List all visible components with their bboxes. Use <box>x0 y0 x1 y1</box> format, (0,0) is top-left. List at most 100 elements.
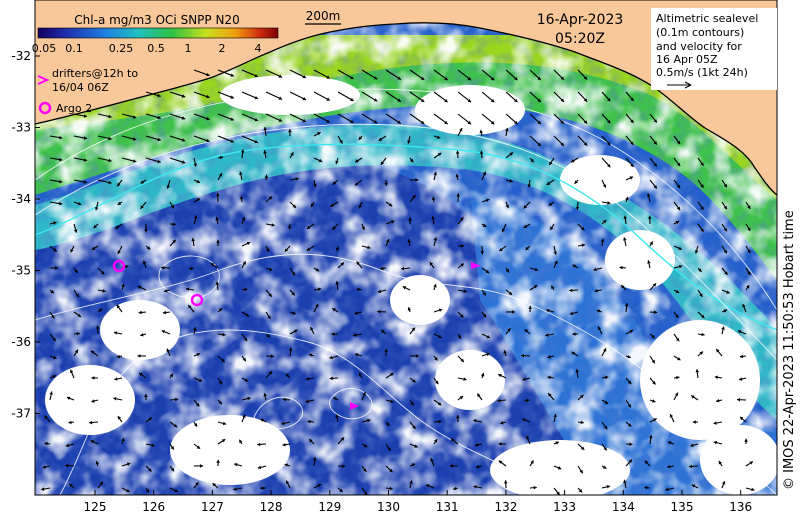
velocity-arrow-head <box>450 438 455 442</box>
colorbar-gradient <box>37 27 279 39</box>
velocity-arrow-head <box>218 380 223 385</box>
velocity-arrow-head <box>83 114 87 118</box>
velocity-arrow-head <box>560 98 564 102</box>
velocity-arrow-head <box>619 265 623 270</box>
velocity-arrow-head <box>186 287 190 291</box>
velocity-arrow-head <box>498 460 503 464</box>
velocity-arrow-head <box>555 441 559 445</box>
velocity-arrow-head <box>132 115 137 119</box>
velocity-arrow-head <box>83 136 87 140</box>
velocity-arrow-head <box>317 483 322 488</box>
velocity-arrow-head <box>737 330 742 334</box>
velocity-arrow-head <box>527 184 532 188</box>
velocity-arrow-head <box>485 198 490 203</box>
velocity-arrow-head <box>449 464 453 468</box>
velocity-arrow-head <box>117 250 121 254</box>
velocity-arrow-head <box>268 371 273 375</box>
velocity-arrow-head <box>295 177 299 181</box>
velocity-arrow-head <box>401 266 405 271</box>
velocity-arrow-head <box>467 76 472 81</box>
velocity-arrow-head <box>335 414 339 418</box>
velocity-arrow-head <box>73 229 78 233</box>
velocity-arrow-head <box>306 247 311 251</box>
velocity-arrow-head <box>169 373 173 378</box>
velocity-arrow-head <box>475 443 479 447</box>
velocity-arrow-head <box>675 314 679 318</box>
velocity-arrow-head <box>575 206 580 210</box>
velocity-arrow-head <box>206 138 210 143</box>
velocity-arrow-head <box>607 97 611 102</box>
velocity-arrow-head <box>108 158 112 163</box>
velocity-arrow-head <box>373 76 378 80</box>
velocity-arrow-head <box>521 353 525 358</box>
velocity-arrow-head <box>456 415 460 419</box>
velocity-arrow-head <box>437 152 442 157</box>
velocity-arrow-head <box>268 267 273 271</box>
velocity-arrow-head <box>507 328 511 332</box>
velocity-arrow-head <box>630 141 634 145</box>
velocity-arrow-head <box>355 159 359 163</box>
velocity-arrow-head <box>246 241 251 246</box>
velocity-arrow-head <box>580 226 585 231</box>
velocity-arrow-head <box>434 357 438 361</box>
velocity-arrow-head <box>473 419 477 423</box>
velocity-arrow-head <box>676 375 680 380</box>
velocity-arrow-head <box>569 288 573 293</box>
velocity-arrow-head <box>59 179 63 184</box>
velocity-arrow-head <box>240 149 245 153</box>
velocity-arrow-head <box>575 369 579 373</box>
velocity-arrow-head <box>284 248 289 252</box>
velocity-arrow-head <box>744 438 748 442</box>
velocity-arrow-head <box>76 331 80 336</box>
velocity-arrow-head <box>218 400 222 405</box>
velocity-arrow-head <box>340 262 345 266</box>
velocity-arrow-head <box>479 150 484 155</box>
velocity-arrow-head <box>278 96 283 100</box>
velocity-arrow-head <box>373 120 378 124</box>
longitude-axis: 125 126 127 128 129 130 131 132 133 134 135 136 <box>84 490 752 514</box>
velocity-arrow-head <box>498 373 502 378</box>
velocity-arrow-head <box>505 128 509 132</box>
velocity-arrow-head <box>221 439 226 443</box>
velocity-arrow-head <box>260 418 264 422</box>
velocity-arrow-head <box>264 174 269 178</box>
velocity-arrow-head <box>91 376 95 380</box>
velocity-arrow-head <box>206 72 210 77</box>
velocity-arrow-head <box>313 183 317 188</box>
velocity-arrow-head <box>278 74 283 78</box>
velocity-arrow-head <box>326 75 330 79</box>
velocity-arrow-head <box>317 287 322 292</box>
velocity-arrow-head <box>172 239 176 244</box>
velocity-arrow-head <box>547 375 551 380</box>
velocity-arrow-head <box>460 358 464 362</box>
velocity-arrow-head <box>459 396 464 400</box>
velocity-arrow-head <box>414 444 418 448</box>
velocity-arrow-head <box>350 97 354 101</box>
velocity-arrow-head <box>68 420 72 425</box>
velocity-arrow-head <box>196 198 200 202</box>
colorbar-tick-label: 0.5 <box>147 42 165 55</box>
velocity-arrow-head <box>302 96 307 101</box>
velocity-arrow-head <box>102 289 106 293</box>
velocity-arrow-head <box>463 289 467 293</box>
velocity-arrow-head <box>600 238 605 242</box>
velocity-arrow-head <box>199 464 203 468</box>
longitude-tick-label: 133 <box>553 500 576 514</box>
latitude-tick-label: -36 <box>11 335 31 349</box>
velocity-arrow-head <box>409 480 413 484</box>
velocity-arrow-head <box>509 152 513 156</box>
velocity-arrow-head <box>629 442 633 447</box>
velocity-arrow-head <box>230 95 234 99</box>
velocity-arrow-head <box>627 423 632 427</box>
velocity-arrow-head <box>578 489 583 493</box>
velocity-arrow-head <box>676 206 681 211</box>
colorbar-tick-label: 0.1 <box>65 42 83 55</box>
velocity-arrow-head <box>230 139 234 143</box>
velocity-arrow-head <box>310 203 315 208</box>
date-label: 16-Apr-2023 <box>537 12 624 28</box>
velocity-arrow-head <box>91 246 96 250</box>
velocity-arrow-head <box>690 443 694 448</box>
longitude-tick-label: 126 <box>142 500 165 514</box>
velocity-arrow-head <box>499 247 503 252</box>
velocity-arrow-head <box>397 120 401 124</box>
